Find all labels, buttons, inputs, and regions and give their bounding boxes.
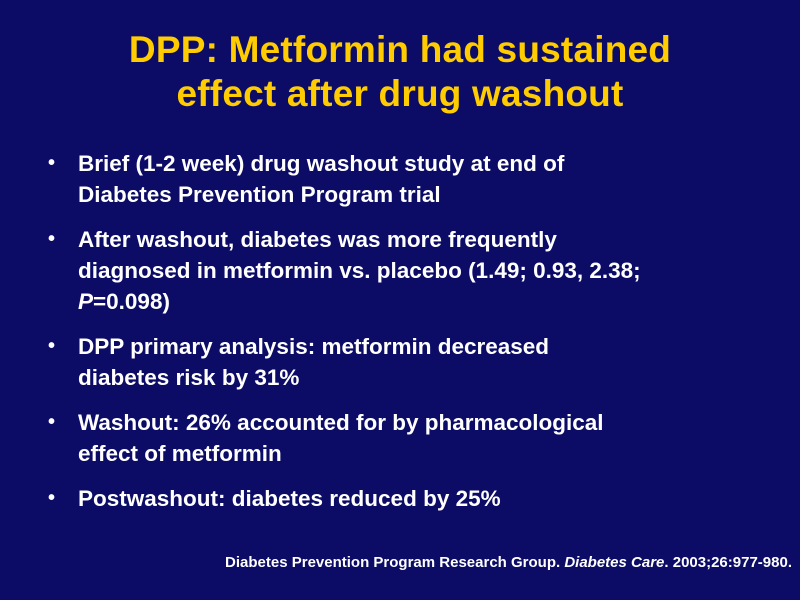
bullet-text: effect of metformin (78, 441, 282, 466)
bullet-list: • Brief (1-2 week) drug washout study at… (48, 148, 768, 528)
bullet-text: diagnosed in metformin vs. placebo (1.49… (78, 258, 641, 283)
slide-title: DPP: Metformin had sustained effect afte… (20, 28, 780, 116)
bullet-item: • DPP primary analysis: metformin decrea… (48, 331, 768, 393)
bullet-dot-icon: • (48, 152, 56, 174)
bullet-dot-icon: • (48, 335, 56, 357)
bullet-text: Washout: 26% accounted for by pharmacolo… (78, 410, 604, 435)
bullet-item: • Brief (1-2 week) drug washout study at… (48, 148, 768, 210)
bullet-text: Postwashout: diabetes reduced by 25% (78, 486, 501, 511)
bullet-item: • Postwashout: diabetes reduced by 25% (48, 483, 768, 514)
bullet-text: After washout, diabetes was more frequen… (78, 227, 557, 252)
bullet-text: P=0.098) (78, 286, 768, 317)
slide-title-line-1: DPP: Metformin had sustained (128, 29, 672, 70)
bullet-item: • Washout: 26% accounted for by pharmaco… (48, 407, 768, 469)
bullet-text: Diabetes Prevention Program trial (78, 182, 441, 207)
bullet-text: Brief (1-2 week) drug washout study at e… (78, 151, 565, 176)
citation-journal: Diabetes Care (564, 554, 665, 571)
p-value-symbol: P (78, 289, 94, 314)
p-value: =0.098) (93, 289, 170, 314)
bullet-dot-icon: • (48, 411, 56, 433)
citation-authors: Diabetes Prevention Program Research Gro… (225, 554, 565, 571)
citation-details: . 2003;26:977-980. (664, 554, 792, 571)
bullet-item: • After washout, diabetes was more frequ… (48, 224, 768, 317)
bullet-dot-icon: • (48, 228, 56, 250)
bullet-text: diabetes risk by 31% (78, 365, 300, 390)
bullet-dot-icon: • (48, 487, 56, 509)
citation: Diabetes Prevention Program Research Gro… (225, 553, 792, 573)
bullet-text: DPP primary analysis: metformin decrease… (78, 334, 550, 359)
slide-title-line-2: effect after drug washout (176, 73, 624, 114)
